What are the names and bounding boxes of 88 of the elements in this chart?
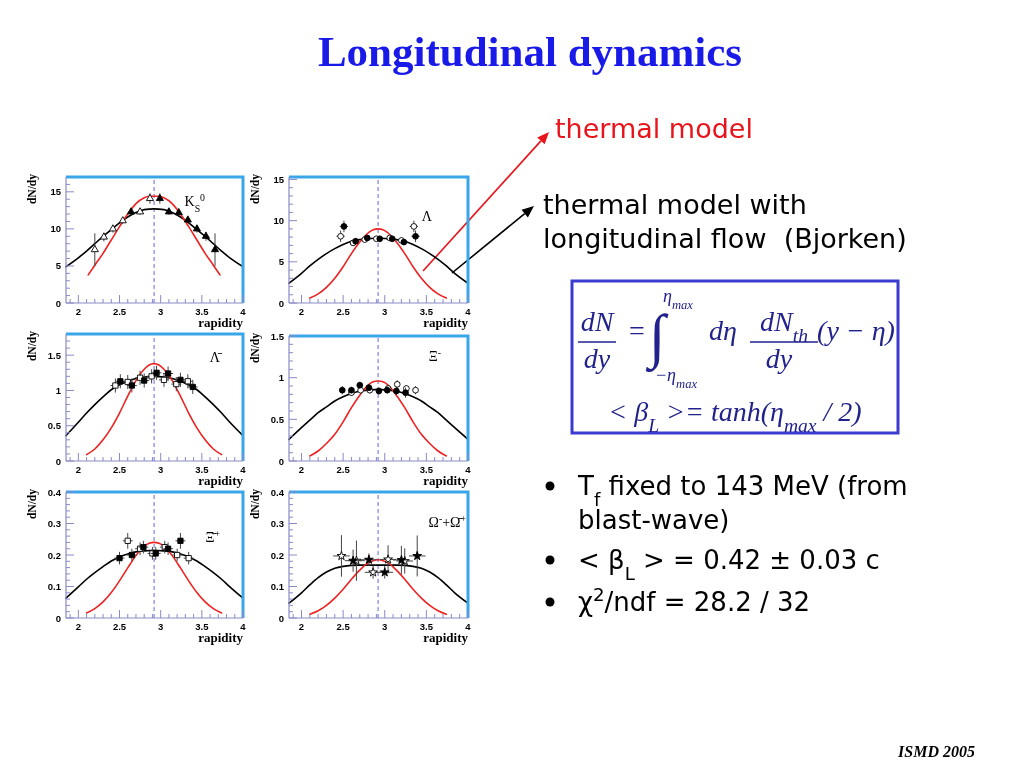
x-tick-label: 3 [382, 464, 388, 475]
y-tick-label: 0.1 [270, 581, 285, 592]
x-tick-label: 3.5 [195, 464, 210, 475]
x-tick-label: 4 [240, 306, 247, 317]
annotation: Λ̄ [209, 350, 223, 365]
x-tick-label: 4 [465, 306, 472, 317]
x-axis-title: rapidity [198, 473, 244, 488]
text: thermal model with longitudinal flow (Bjorken) [543, 189, 907, 254]
x-axis-title: rapidity [423, 473, 469, 488]
y-axis-title: dN/dy [249, 488, 262, 520]
x-tick-label: 2.5 [336, 306, 351, 317]
x-tick-label: 3.5 [419, 464, 434, 475]
x-tick-label: 3.5 [195, 306, 210, 317]
y-tick-label: 0 [55, 297, 61, 309]
y-tick-label: 1.5 [47, 349, 62, 361]
text: < β$_{L}$ > = 0.42 ± 0.03 c [578, 545, 880, 584]
y-tick-label: 0.3 [47, 518, 61, 529]
text: T$_{f}$ fixed to 143 MeV (from blast-wave) [577, 471, 908, 535]
x-tick-label: 2.5 [112, 464, 127, 475]
text: dN [580, 306, 615, 337]
y-tick-label: 0.4 [270, 486, 285, 498]
x-tick-label: 2 [298, 306, 305, 317]
x-tick-label: 4 [240, 464, 247, 475]
text: Longitudinal dynamics [317, 28, 743, 75]
y-tick-label: 10 [273, 215, 284, 227]
y-tick-label: 0.1 [47, 581, 62, 592]
text: ISMD 2005 [897, 743, 975, 760]
y-axis-title: dN/dy [26, 488, 39, 520]
y-tick-label: 1 [55, 384, 62, 396]
x-tick-label: 3 [158, 306, 164, 317]
text: = [629, 315, 645, 346]
y-tick-label: 5 [278, 256, 285, 268]
x-tick-label: 2.5 [112, 621, 127, 632]
x-tick-label: 2.5 [336, 621, 351, 632]
y-tick-label: 0.5 [270, 413, 285, 425]
x-tick-label: 3 [158, 621, 164, 632]
annotation: Ξ̄$^{+}$ [205, 527, 221, 545]
y-tick-label: 0.2 [47, 549, 61, 561]
y-tick-label: 1.5 [270, 330, 285, 342]
y-tick-label: 0.5 [47, 420, 62, 432]
y-tick-label: 10 [50, 223, 61, 235]
text: χ$^{2}$/ndf = 28.2 / 32 [578, 583, 811, 617]
y-tick-label: 1 [278, 372, 285, 384]
annotation: Ξ$^{-}$ [428, 346, 441, 364]
y-tick-label: 15 [50, 186, 62, 198]
x-tick-label: 2.5 [336, 464, 351, 475]
y-axis-title: dN/dy [249, 332, 262, 364]
text: dη [709, 315, 737, 346]
text: dy [765, 343, 793, 374]
y-tick-label: 0 [278, 455, 284, 467]
x-tick-label: 4 [465, 621, 472, 632]
x-tick-label: 2 [75, 621, 81, 632]
y-tick-label: 0 [278, 612, 284, 624]
x-tick-label: 3.5 [195, 621, 210, 632]
x-axis-title: rapidity [198, 315, 244, 330]
x-tick-label: 4 [240, 621, 247, 632]
x-tick-label: 3 [158, 464, 164, 475]
y-tick-label: 0 [55, 612, 61, 624]
x-tick-label: 2 [298, 464, 305, 475]
y-tick-label: 0.4 [47, 486, 62, 498]
y-tick-label: 15 [273, 173, 285, 185]
x-tick-label: 2 [75, 306, 81, 317]
x-tick-label: 4 [465, 464, 472, 475]
annotation: Λ [421, 209, 433, 224]
x-tick-label: 3 [382, 306, 388, 317]
x-axis-title: rapidity [423, 315, 469, 330]
y-axis-title: dN/dy [249, 173, 262, 205]
x-tick-label: 3.5 [419, 621, 434, 632]
x-tick-label: 2 [75, 464, 81, 475]
x-tick-label: 3.5 [419, 306, 434, 317]
y-tick-label: 0 [55, 455, 61, 467]
annotation: Ω$^{-}$+Ω̄$^{+}$ [428, 512, 467, 530]
x-tick-label: 3 [382, 621, 388, 632]
x-axis-title: rapidity [423, 630, 469, 645]
x-axis-title: rapidity [198, 630, 244, 645]
y-axis-title: dN/dy [26, 330, 39, 362]
x-tick-label: 2 [298, 621, 305, 632]
y-tick-label: 5 [55, 260, 62, 272]
text: dy [583, 343, 611, 374]
y-tick-label: 0.2 [270, 549, 284, 561]
y-tick-label: 0.3 [270, 518, 284, 529]
x-tick-label: 2.5 [112, 306, 127, 317]
y-axis-title: dN/dy [26, 173, 39, 205]
text: thermal model [555, 113, 753, 144]
text: (y − η) [817, 315, 895, 346]
text: dN$_{th}$ [760, 306, 808, 346]
text: < β$_{L}$ >= tanh(η$_{max}$ / 2) [608, 396, 862, 436]
y-tick-label: 0 [278, 297, 284, 309]
